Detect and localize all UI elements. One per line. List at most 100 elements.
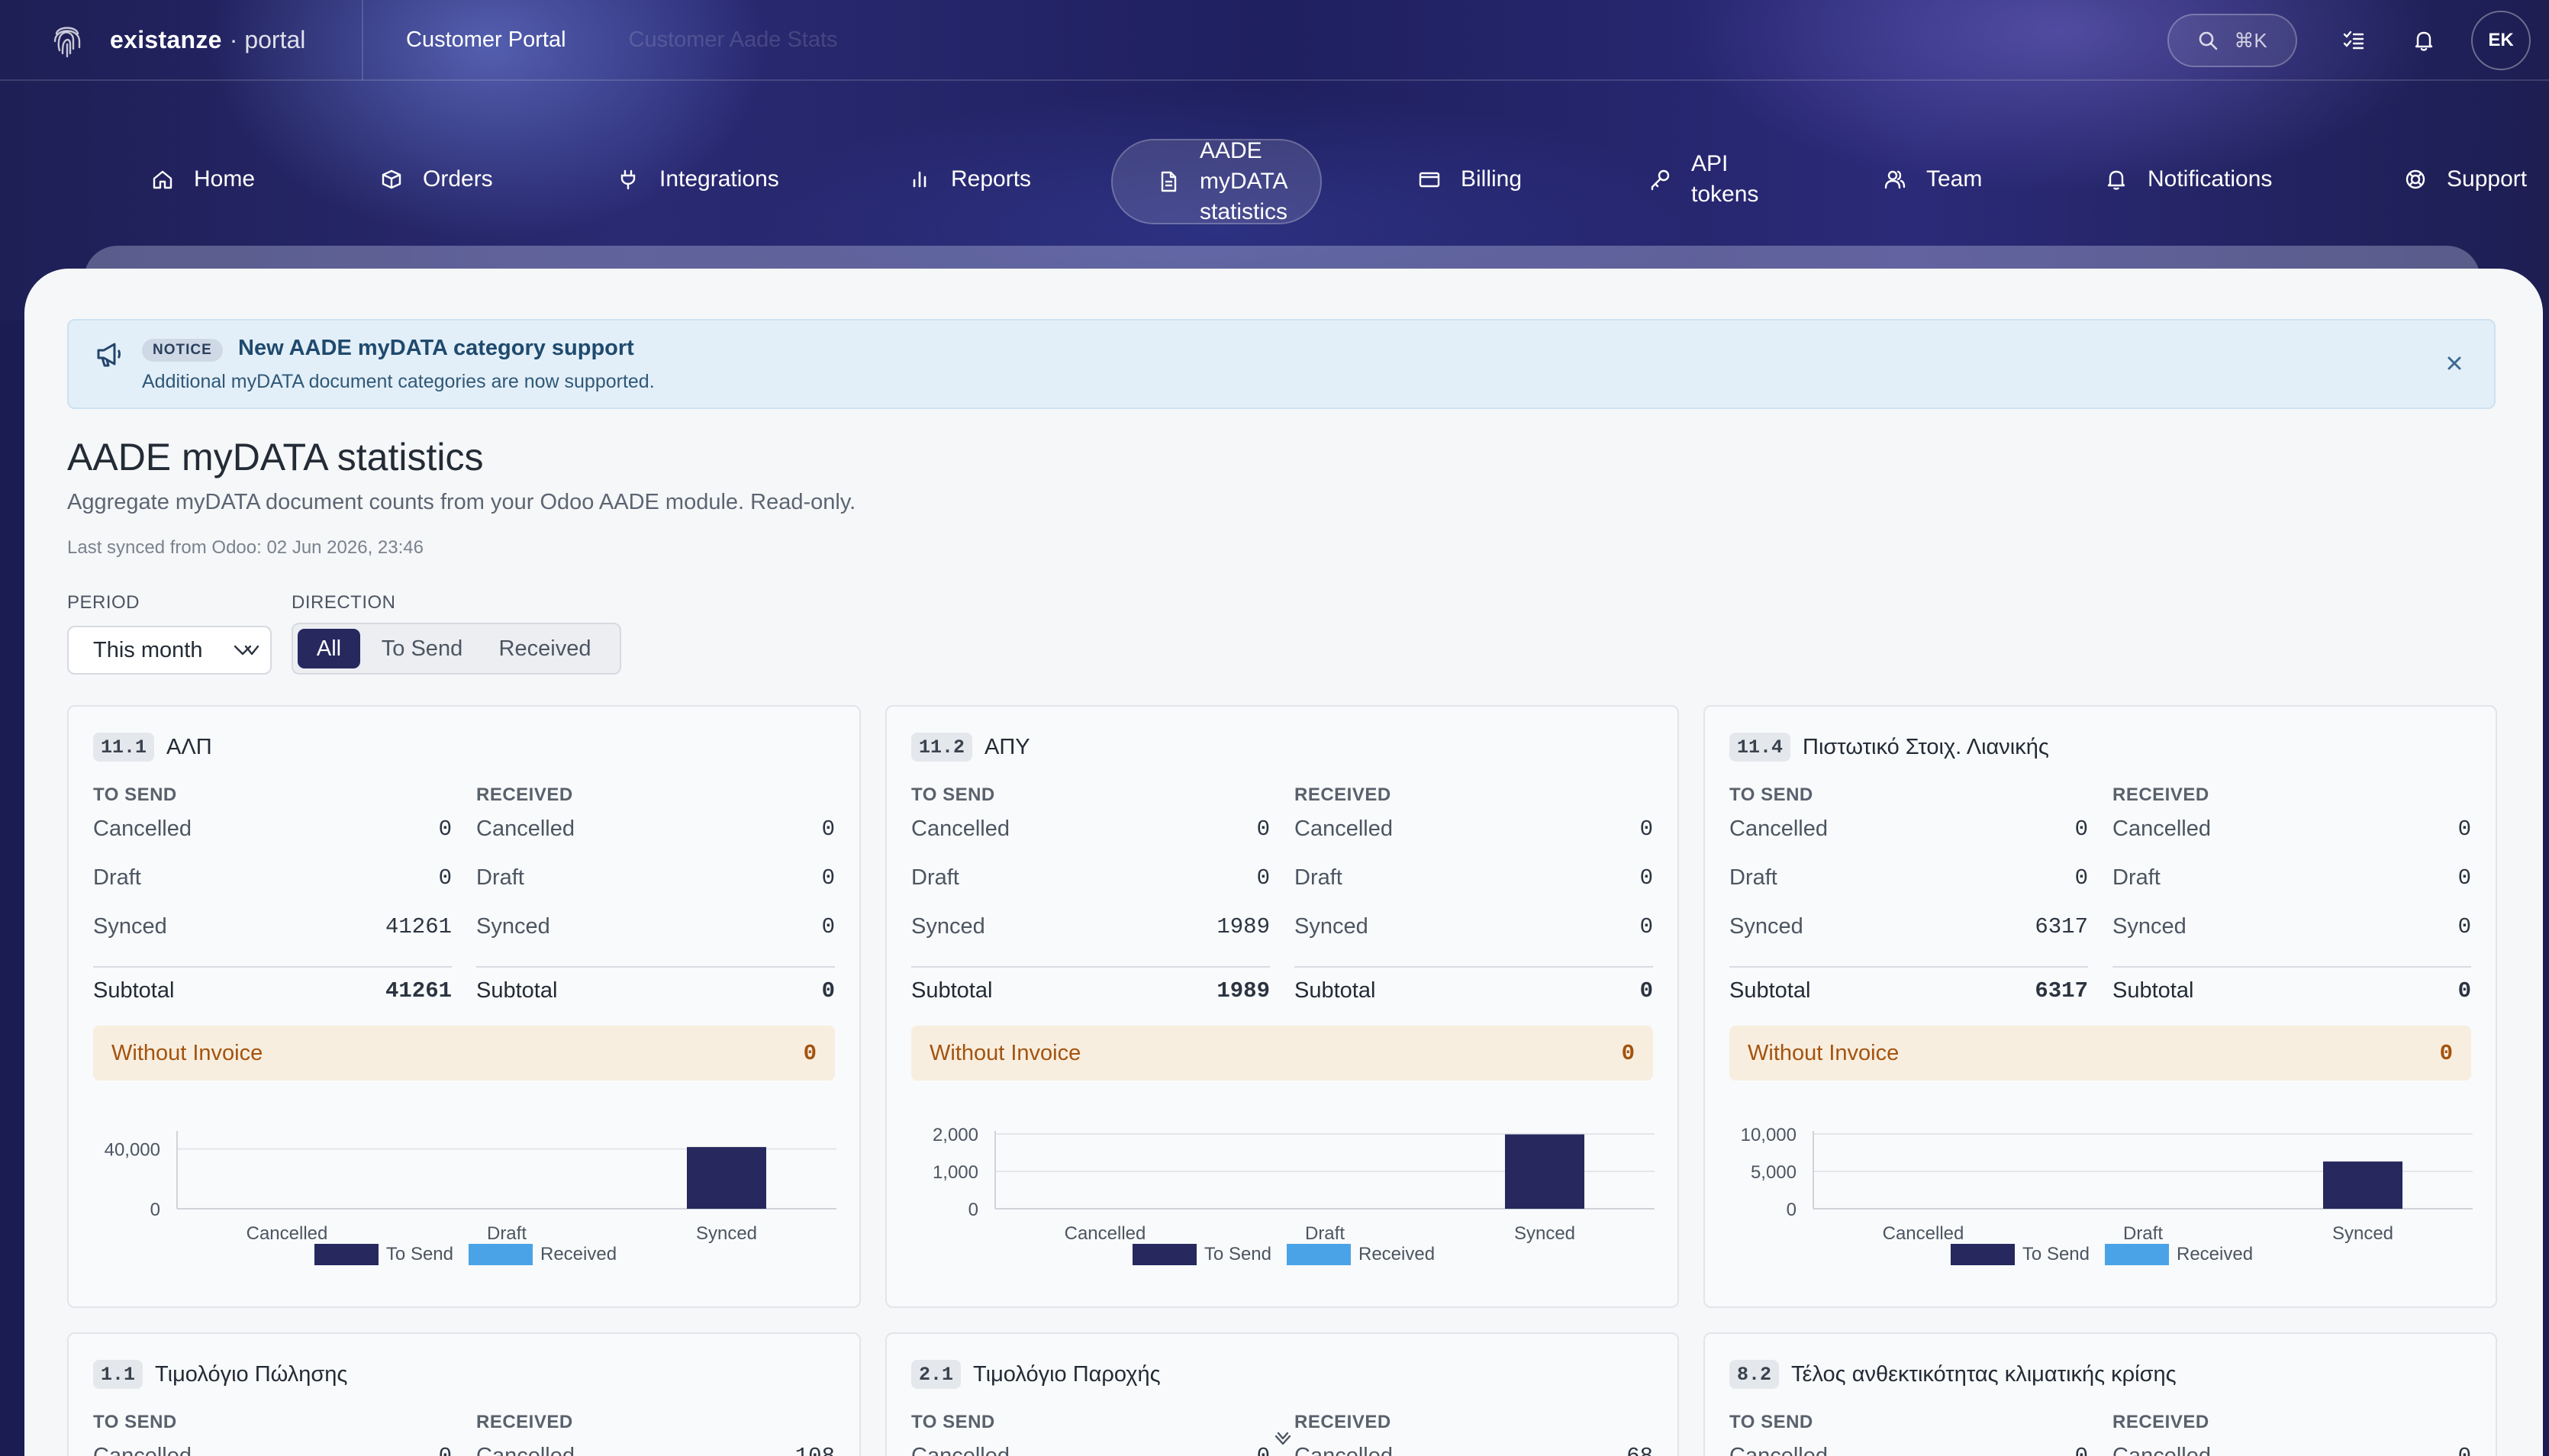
nav-orders[interactable]: Orders <box>380 130 493 229</box>
stat-label: Draft <box>2112 865 2161 890</box>
nav-notifications[interactable]: Notifications <box>2105 130 2272 229</box>
plug-icon <box>620 169 636 190</box>
direction-segmented-control: All To Send Received <box>292 623 621 675</box>
notice-title: New AADE myDATA category support <box>238 336 634 360</box>
nav-home[interactable]: Home <box>151 130 255 229</box>
chart-legend: To Send Received <box>1705 1244 2499 1265</box>
stat-row-synced: Synced 6317 <box>1729 914 2088 945</box>
period-select[interactable]: This month <box>67 626 272 675</box>
stat-label: Draft <box>1729 865 1777 890</box>
notifications-button[interactable] <box>2401 18 2447 63</box>
stat-label: Cancelled <box>476 1444 575 1456</box>
stat-label: Cancelled <box>1729 1444 1828 1456</box>
bar-to-send <box>2323 1161 2402 1209</box>
stat-value: 0 <box>2457 865 2471 891</box>
legend-to-send-label: To Send <box>385 1244 453 1264</box>
subtotal-value: 0 <box>821 978 835 1003</box>
to-send-heading: TO SEND <box>911 784 995 805</box>
bell-icon <box>2107 170 2125 190</box>
stat-value: 0 <box>1639 817 1653 842</box>
brand-subtitle: · portal <box>229 25 306 53</box>
stat-label: Cancelled <box>1729 817 1828 841</box>
x-tick-label: Cancelled <box>1065 1223 1146 1244</box>
without-invoice-value: 0 <box>1621 1040 1635 1066</box>
scroll-down-icon[interactable] <box>1271 1429 1294 1451</box>
category-card: 8.2 Τέλος ανθεκτικότητας κλιματικής κρίση… <box>1703 1332 2497 1456</box>
stat-label: Synced <box>2112 914 2186 939</box>
stat-value: 0 <box>2457 914 2471 939</box>
category-name: Τιμολόγιο Πώλησης <box>155 1361 348 1387</box>
credit-card-icon <box>1419 172 1440 188</box>
stat-label: Cancelled <box>2112 1444 2211 1456</box>
category-card: 1.1 Τιμολόγιο Πώλησης TO SEND RECEIVED Cance… <box>67 1332 861 1456</box>
tasks-button[interactable] <box>2331 18 2377 63</box>
legend-swatch-received <box>469 1244 533 1265</box>
bar-chart: 0 40,000 Cancelled Draft Synced <box>105 1131 836 1244</box>
stat-value: 0 <box>821 865 835 891</box>
users-icon <box>1884 170 1906 189</box>
subtotal-value: 0 <box>1639 978 1653 1003</box>
period-select-value: This month <box>93 637 203 662</box>
direction-received-button[interactable]: Received <box>498 636 591 661</box>
x-tick-label: Draft <box>2123 1223 2163 1244</box>
legend-received: Received <box>1287 1244 1435 1265</box>
breadcrumb-customer-portal[interactable]: Customer Portal <box>406 27 566 52</box>
nav-aade-statistics[interactable]: AADE myDATA statistics <box>1111 138 1322 224</box>
category-code-badge: 1.1 <box>93 1360 143 1389</box>
category-code-badge: 11.1 <box>93 733 155 762</box>
card-header: 11.4 Πιστωτικό Στοιχ. Λιανικής <box>1729 733 2049 762</box>
legend-swatch-to-send <box>314 1244 379 1265</box>
bell-icon <box>2415 31 2433 51</box>
category-name: Τέλος ανθεκτικότητας κλιματικής κρίσης <box>1791 1361 2177 1387</box>
without-invoice-label: Without Invoice <box>1748 1040 1900 1065</box>
stat-value: 108 <box>795 1444 835 1456</box>
nav-integrations[interactable]: Integrations <box>617 130 779 229</box>
to-send-heading: TO SEND <box>1729 1412 1813 1432</box>
legend-swatch-received <box>1287 1244 1351 1265</box>
nav-support[interactable]: Support <box>2404 130 2527 229</box>
legend-received: Received <box>2105 1244 2253 1265</box>
notice-text: Additional myDATA document categories ar… <box>142 371 655 392</box>
top-bar: existanze · portal Customer Portal Custo… <box>0 0 2549 81</box>
stat-label: Draft <box>911 865 959 890</box>
subtotal-value: 41261 <box>385 978 452 1003</box>
search-button[interactable]: ⌘K <box>2167 14 2297 67</box>
subtotal-value: 0 <box>2457 978 2471 1003</box>
bar-to-send <box>1505 1134 1584 1209</box>
avatar[interactable]: EK <box>2471 11 2531 70</box>
card-header: 8.2 Τέλος ανθεκτικότητας κλιματικής κρίση… <box>1729 1360 2177 1389</box>
direction-to-send-button[interactable]: To Send <box>381 636 463 661</box>
stat-value: 0 <box>2074 817 2088 842</box>
home-icon <box>153 170 172 189</box>
main-nav: Home Orders Integrations Reports AADE my… <box>0 130 2549 229</box>
direction-all-button[interactable]: All <box>298 629 360 668</box>
close-icon[interactable] <box>2441 350 2468 377</box>
card-header: 2.1 Τιμολόγιο Παροχής <box>911 1360 1161 1389</box>
stat-value: 0 <box>1639 865 1653 891</box>
nav-reports[interactable]: Reports <box>908 130 1031 229</box>
nav-reports-label: Reports <box>951 166 1032 192</box>
nav-support-label: Support <box>2447 166 2528 192</box>
stat-row-cancelled: Cancelled 0 <box>93 817 452 847</box>
nav-team[interactable]: Team <box>1884 130 1982 229</box>
nav-billing[interactable]: Billing <box>1418 130 1522 229</box>
checklist-icon <box>2343 31 2364 50</box>
to-send-heading: TO SEND <box>1729 784 1813 805</box>
nav-api-tokens-label: API tokens <box>1691 151 1759 207</box>
stat-row-cancelled: Cancelled 0 <box>476 817 835 847</box>
stat-row-cancelled: Cancelled 0 <box>1729 817 2088 847</box>
stat-value: 0 <box>1256 865 1270 891</box>
subtotal-label: Subtotal <box>93 978 175 1003</box>
received-heading: RECEIVED <box>2112 784 2209 805</box>
without-invoice-label: Without Invoice <box>111 1040 263 1065</box>
bar-chart-icon <box>913 171 926 188</box>
search-icon <box>2199 31 2218 50</box>
page-title: AADE myDATA statistics <box>67 436 484 478</box>
brand[interactable]: existanze · portal <box>0 0 363 80</box>
brand-name: existanze <box>110 25 222 53</box>
stat-row-cancelled: Cancelled 0 <box>1729 1444 2088 1456</box>
nav-api-tokens[interactable]: API tokens <box>1648 130 1758 229</box>
legend-swatch-received <box>2105 1244 2169 1265</box>
page-subtitle: Aggregate myDATA document counts from yo… <box>67 490 856 514</box>
subtotal-row: Subtotal 6317 <box>1729 978 2088 1009</box>
